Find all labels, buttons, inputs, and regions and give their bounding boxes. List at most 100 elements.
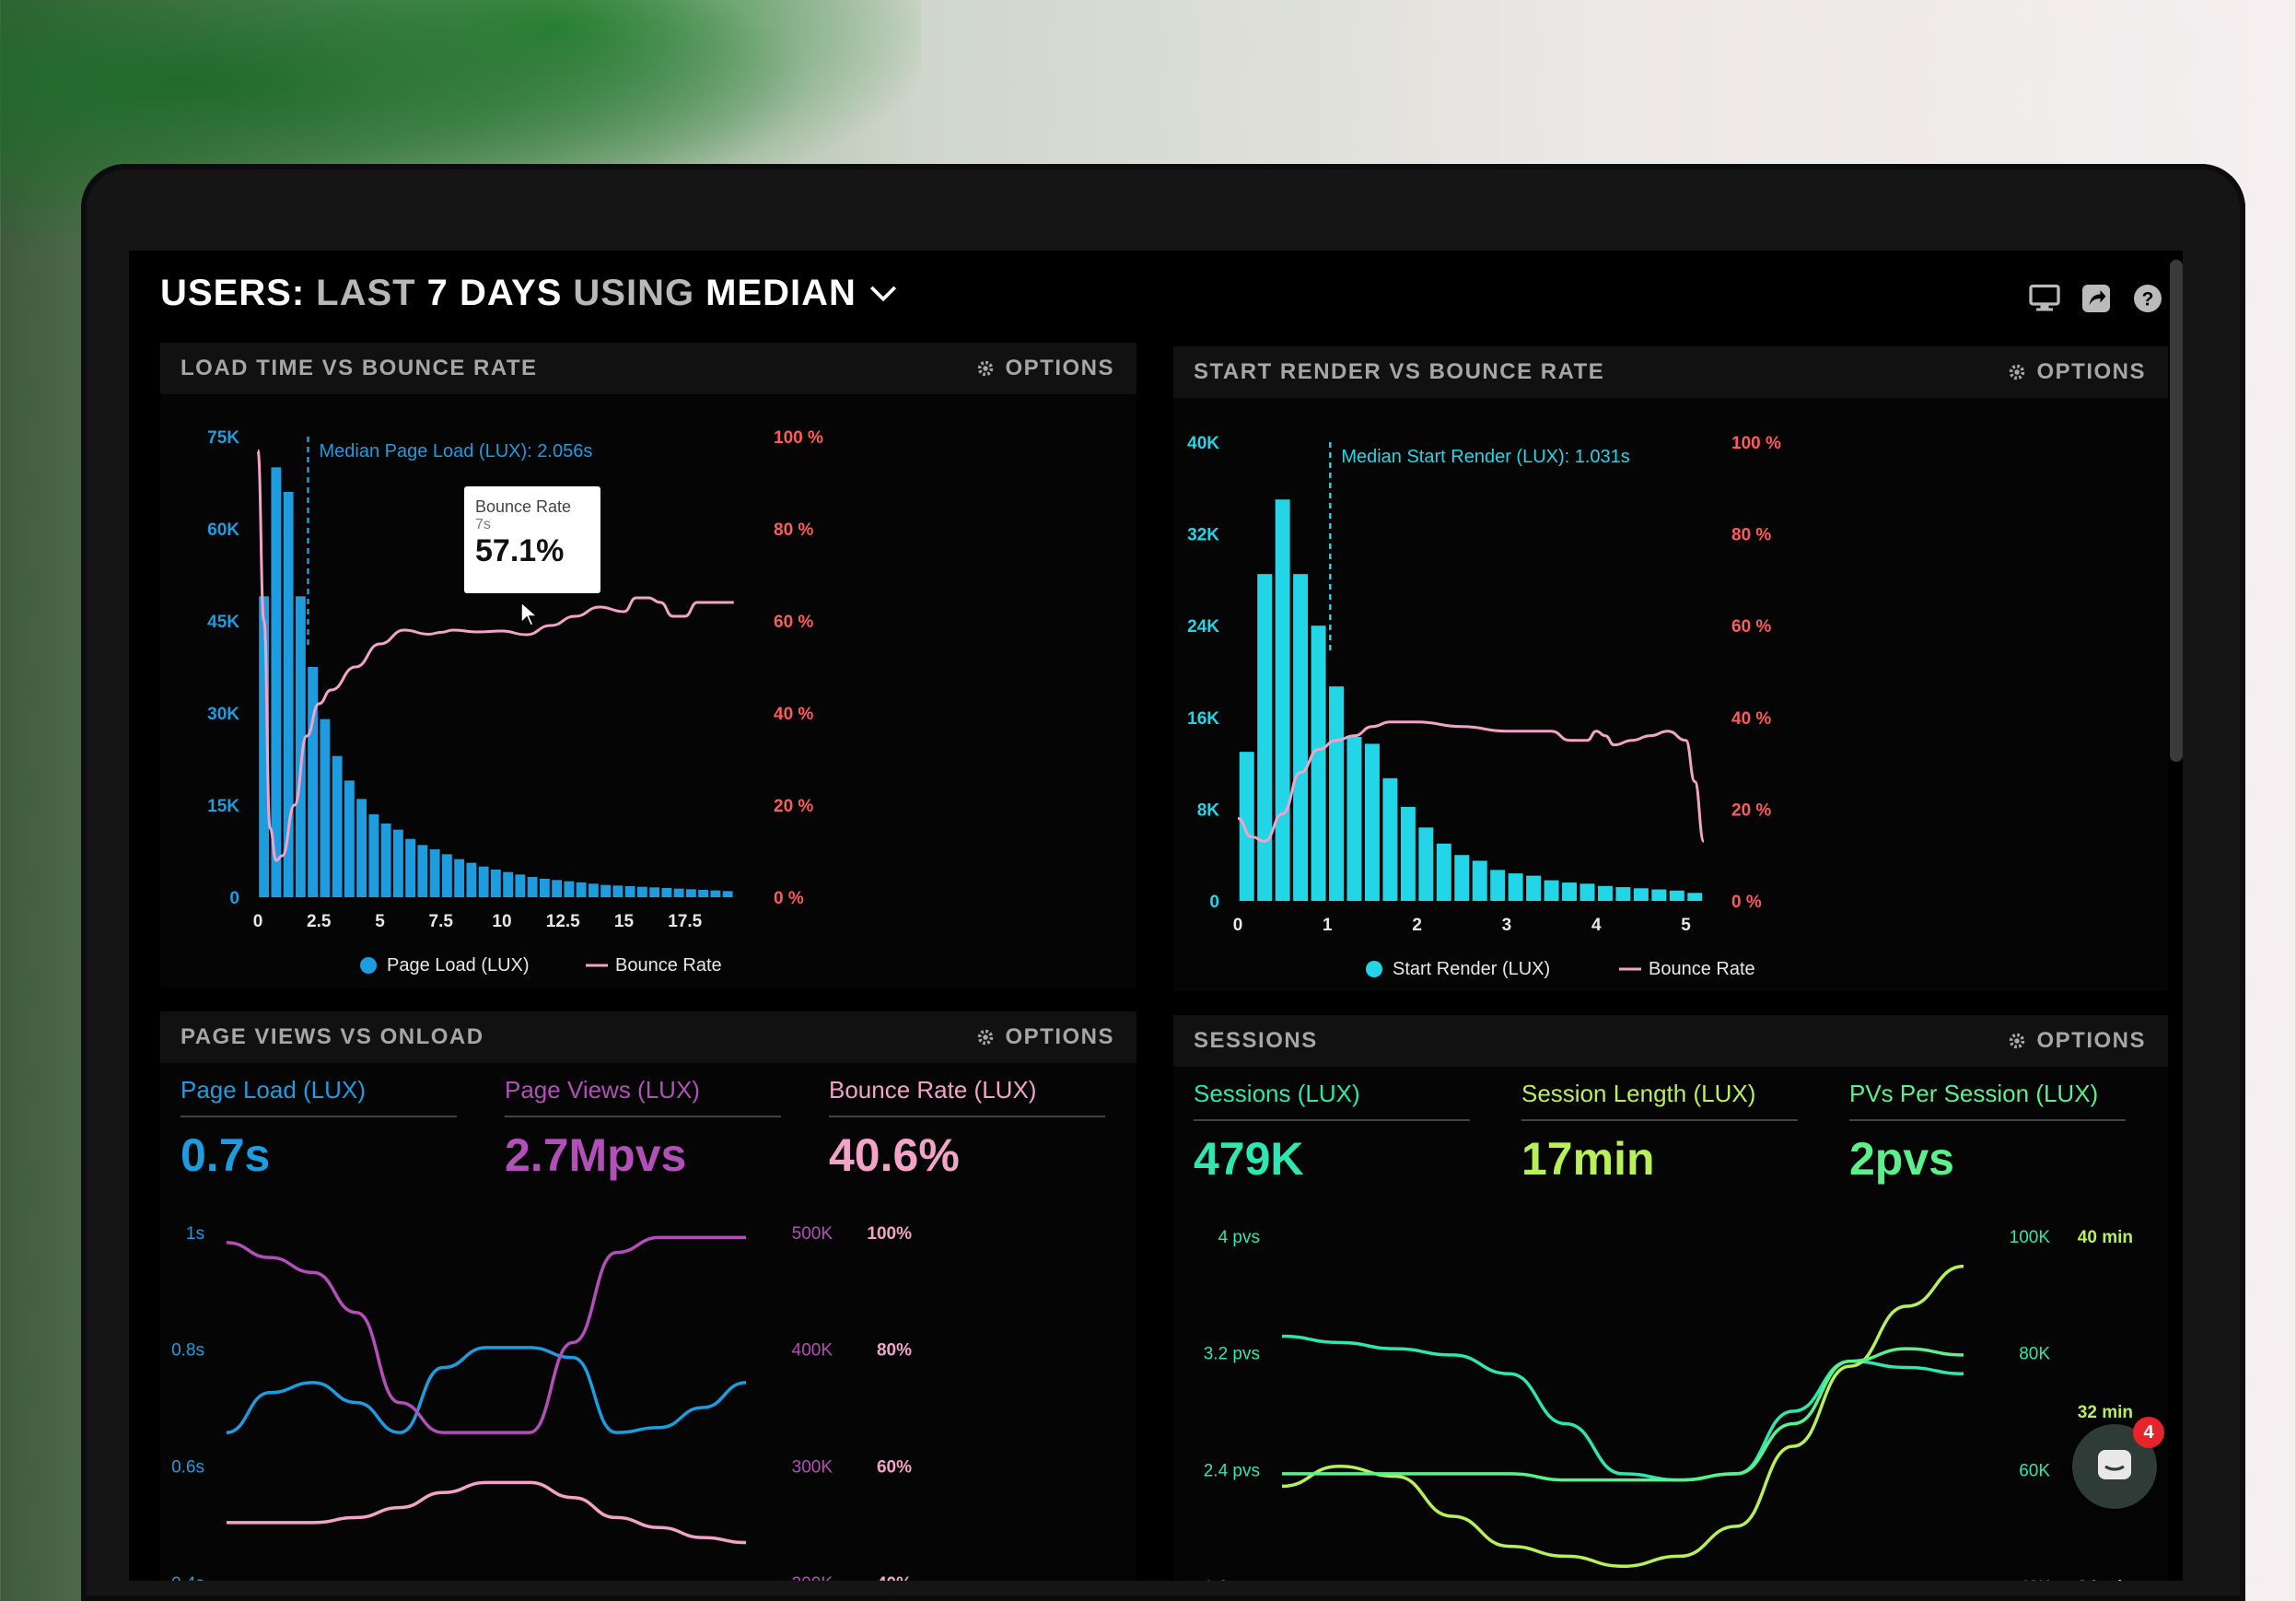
stat-sessions: Sessions (LUX) 479K (1194, 1080, 1470, 1186)
series-line (1282, 1347, 1964, 1482)
y-tick-label: 32K (1187, 526, 1219, 545)
y2-tick-label: 0 % (1731, 893, 1762, 912)
bar (1275, 499, 1290, 901)
options-button[interactable]: OPTIONS (2007, 346, 2146, 398)
share-icon[interactable] (2080, 282, 2113, 315)
bar (405, 838, 416, 897)
bar (722, 891, 733, 897)
scrollbar[interactable] (2170, 260, 2183, 762)
bar (466, 862, 477, 897)
stat-label: Sessions (LUX) (1194, 1080, 1470, 1121)
bar (1293, 574, 1309, 901)
series-line (1281, 1334, 1964, 1482)
bar (1436, 843, 1451, 901)
chevron-down-icon[interactable] (868, 278, 899, 310)
stat-page-load: Page Load (LUX) 0.7s (181, 1076, 457, 1182)
y2-tick-label: 80 % (774, 520, 813, 540)
bar (332, 755, 343, 897)
bar (417, 845, 428, 897)
median-label: Median Page Load (LUX): 2.056s (319, 441, 592, 462)
bar (283, 492, 294, 897)
dashboard-screen: USERS: LAST 7 DAYS USING MEDIAN ? LOAD T… (129, 251, 2183, 1581)
x-tick-label: 10 (492, 912, 511, 931)
bar (1257, 574, 1273, 901)
stat-value: 2.7Mpvs (505, 1129, 687, 1181)
x-tick-label: 5 (375, 912, 385, 931)
x-tick-label: 4 (1591, 916, 1602, 935)
y2-tick-label: 200K (792, 1574, 833, 1581)
options-button[interactable]: OPTIONS (975, 343, 1114, 394)
y-tick-label: 3.2 pvs (1204, 1345, 1260, 1364)
y-tick-label: 1.6 pvs (1204, 1578, 1260, 1581)
bar (1687, 893, 1703, 901)
page-views-chart: 0.4s 0.6s 0.8s 1s 200K 300K 400K 500K 40% 60% 80% 1… (171, 1224, 912, 1581)
y-tick-label: 45K (207, 613, 239, 632)
y3-tick-label: 60% (877, 1457, 912, 1477)
bar (539, 879, 550, 897)
legend-label: Bounce Rate (1649, 959, 1755, 979)
bar (1544, 880, 1559, 901)
stat-page-views: Page Views (LUX) 2.7Mpvs (505, 1076, 781, 1182)
panel-title: START RENDER VS BOUNCE RATE (1173, 346, 2168, 398)
title-using: USING (573, 273, 695, 313)
desktop-icon[interactable] (2028, 282, 2061, 315)
bar (380, 824, 391, 897)
bar (1472, 860, 1487, 901)
bar (1382, 777, 1398, 901)
bar (1562, 882, 1578, 901)
bar (320, 719, 331, 897)
stat-label: PVs Per Session (LUX) (1849, 1080, 2126, 1121)
bar (295, 596, 306, 897)
bar (368, 814, 379, 897)
bar (1490, 870, 1506, 901)
bar (588, 883, 599, 897)
stat-value: 40.6% (829, 1129, 960, 1181)
help-icon[interactable]: ? (2131, 282, 2164, 315)
y2-tick-label: 40K (2019, 1578, 2050, 1581)
gear-icon (978, 1029, 994, 1046)
stat-value: 2pvs (1849, 1133, 1954, 1185)
options-button[interactable]: OPTIONS (975, 1011, 1114, 1063)
bar (1526, 875, 1542, 901)
y2-tick-label: 300K (792, 1457, 833, 1477)
y2-tick-label: 40 % (1731, 709, 1771, 729)
y-tick-label: 0 (1209, 893, 1219, 912)
bar (698, 890, 709, 897)
bar (454, 859, 465, 897)
bar (259, 596, 270, 897)
bar (564, 881, 575, 897)
y2-tick-label: 100K (2010, 1228, 2051, 1247)
median-label: Median Start Render (LUX): 1.031s (1341, 447, 1630, 467)
options-button[interactable]: OPTIONS (2007, 1015, 2146, 1067)
x-tick-label: 3 (1502, 916, 1512, 935)
legend-label: Bounce Rate (615, 955, 722, 976)
x-tick-label: 12.5 (546, 912, 580, 931)
bar (429, 849, 440, 897)
page-title[interactable]: USERS: LAST 7 DAYS USING MEDIAN (160, 273, 899, 314)
series-line (226, 1235, 746, 1434)
panel-title: PAGE VIEWS VS ONLOAD (160, 1011, 1136, 1063)
y3-tick-label: 40% (877, 1574, 912, 1581)
chat-button[interactable]: 4 (2072, 1417, 2164, 1509)
y2-tick-label: 20 % (1731, 800, 1771, 820)
bar (490, 870, 501, 897)
stat-label: Bounce Rate (LUX) (829, 1076, 1105, 1117)
notification-badge: 4 (2133, 1417, 2164, 1448)
y2-tick-label: 60K (2019, 1461, 2050, 1480)
legend-swatch (1366, 961, 1382, 977)
legend-label: Page Load (LUX) (387, 955, 530, 976)
bar (673, 888, 684, 897)
x-tick-label: 0 (253, 912, 263, 931)
sessions-panel: SESSIONS OPTIONS Sessions (LUX) 479K Ses… (1173, 1015, 2168, 1581)
title-range-dropdown[interactable]: 7 DAYS (426, 273, 563, 313)
x-tick-label: 2 (1412, 916, 1422, 935)
chat-icon (2098, 1450, 2131, 1479)
bar (710, 890, 721, 897)
x-tick-label: 15 (614, 912, 635, 931)
bounce-rate-line (1237, 720, 1706, 843)
title-method-dropdown[interactable]: MEDIAN (705, 273, 857, 313)
y3-tick-label: 24 min (2078, 1578, 2133, 1581)
panel-title: LOAD TIME VS BOUNCE RATE (160, 343, 1136, 394)
x-tick-label: 17.5 (668, 912, 702, 931)
options-label: OPTIONS (1005, 1024, 1114, 1049)
